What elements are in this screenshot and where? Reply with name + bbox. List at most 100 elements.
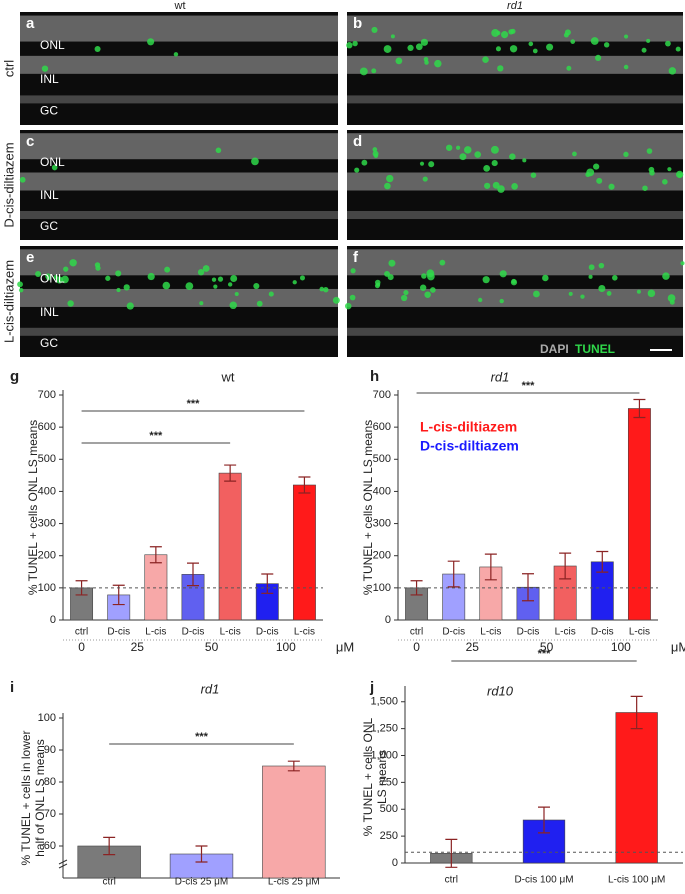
tunel-cell (299, 275, 305, 281)
chart-title: rd1 (491, 369, 510, 384)
axis-break (58, 859, 68, 869)
tunel-cell (497, 65, 504, 72)
x-tick-label: D-cis (107, 627, 130, 638)
error-bar (287, 760, 300, 772)
y-axis-label: half of ONL LS means (33, 739, 47, 857)
tunel-cell (371, 26, 378, 33)
panel-letter: c (26, 133, 34, 150)
tunel-cell (429, 287, 436, 293)
error-bar (112, 584, 125, 606)
tissue-layer (347, 95, 683, 104)
error-bar (484, 553, 497, 581)
tunel-cell (501, 31, 509, 39)
dose-unit: μM (336, 639, 354, 654)
row-label: L-cis-diltiazem (1, 260, 16, 343)
tunel-cell (373, 153, 379, 159)
tunel-cell (126, 302, 134, 310)
tunel-cell (230, 275, 238, 282)
chart: i rd1 % TUNEL + cells in lower half of ONL … (10, 679, 340, 888)
tunel-cell (463, 146, 472, 154)
tissue-layer (20, 95, 338, 104)
tunel-cell (580, 294, 585, 299)
y-tick-label: 60 (44, 840, 56, 852)
tunel-cell (455, 145, 461, 150)
significance-label: *** (149, 430, 163, 442)
tunel-cell (662, 178, 668, 185)
tunel-cell (598, 284, 606, 293)
tunel-cell (361, 159, 368, 166)
tunel-cell (420, 38, 428, 46)
tunel-cell (346, 42, 353, 49)
tunel-cell (491, 29, 500, 37)
tunel-cell (383, 45, 392, 53)
tunel-cell (649, 170, 655, 176)
tunel-cell (509, 153, 516, 160)
error-bar (149, 546, 162, 564)
tunel-cell (532, 48, 538, 54)
dose-label: 25 (131, 640, 145, 654)
tunel-cell (376, 282, 381, 287)
panel-letter: h (370, 368, 379, 385)
tissue-layer (20, 327, 338, 336)
tunel-cell (483, 164, 491, 172)
panel-letter: i (10, 679, 14, 696)
y-tick-label: 70 (44, 808, 56, 820)
tunel-cell (407, 44, 414, 52)
chart-title: rd10 (487, 683, 514, 698)
tunel-cell (669, 299, 675, 305)
tunel-cell (202, 265, 210, 272)
chart-title: wt (221, 369, 235, 384)
tunel-cell (612, 275, 618, 281)
stain-label: TUNEL (575, 342, 615, 356)
x-tick-label: L-cis 100 μM (608, 875, 665, 886)
error-bar (630, 695, 643, 730)
tissue-layer (347, 288, 683, 307)
tunel-cell (384, 182, 391, 190)
layer-label: GC (40, 336, 58, 350)
tunel-cell (641, 47, 647, 53)
tunel-cell (667, 167, 672, 172)
y-axis-label: LS means (375, 750, 389, 804)
x-tick-label: L-cis (145, 627, 166, 638)
error-bar (538, 806, 550, 834)
x-tick-label: D-cis (256, 627, 279, 638)
tunel-cell (46, 276, 51, 281)
panel-letter: g (10, 368, 19, 385)
tunel-cell (197, 269, 205, 276)
tunel-cell (563, 32, 569, 38)
significance-label: *** (187, 398, 201, 410)
tunel-cell (387, 274, 394, 281)
tunel-cell (568, 291, 573, 296)
y-tick-label: 400 (38, 485, 56, 497)
error-bar (224, 464, 237, 482)
tunel-cell (359, 67, 368, 76)
significance-label: *** (522, 380, 536, 392)
tunel-cell (482, 56, 489, 64)
y-tick-label: 100 (38, 712, 56, 724)
y-tick-label: 250 (380, 830, 398, 842)
y-tick-label: 500 (373, 453, 391, 465)
layer-label: INL (40, 305, 59, 319)
error-bar (195, 845, 208, 863)
tunel-cell (570, 39, 576, 44)
tunel-cell (490, 145, 499, 154)
error-bar (522, 573, 534, 602)
y-tick-label: 1,000 (370, 749, 398, 761)
y-tick-label: 0 (50, 614, 56, 626)
tissue-layer (20, 211, 338, 219)
x-tick-label: L-cis 25 μM (268, 877, 320, 888)
tunel-cell (459, 153, 467, 161)
tunel-cell (511, 183, 518, 190)
tunel-cell (484, 182, 491, 189)
tunel-cell (546, 43, 554, 51)
tunel-cell (345, 302, 352, 310)
tunel-cell (509, 45, 518, 53)
tissue-layer (347, 327, 683, 336)
tunel-cell (251, 157, 259, 166)
y-tick-label: 80 (44, 776, 56, 788)
chart: g wt % TUNEL + cells ONL LS means 0 100 200 30… (10, 368, 354, 654)
tunel-cell (63, 266, 69, 272)
tunel-cell (390, 34, 395, 39)
tunel-cell (234, 292, 239, 297)
tunel-cell (53, 275, 59, 280)
